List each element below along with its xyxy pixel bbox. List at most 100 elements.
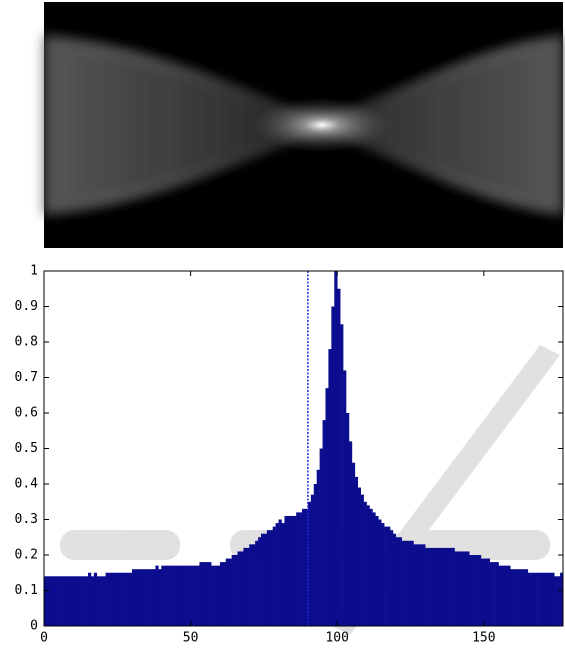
bar <box>413 544 417 626</box>
bar <box>64 576 68 626</box>
bar <box>67 576 71 626</box>
bar <box>331 306 335 626</box>
bar <box>281 523 285 626</box>
bar <box>369 508 373 626</box>
bar <box>337 288 341 626</box>
bar <box>237 551 241 626</box>
bar <box>293 515 297 626</box>
bar <box>357 487 361 626</box>
y-tick-label: 0.2 <box>15 548 38 563</box>
bar <box>463 551 467 626</box>
bar <box>548 572 552 626</box>
bar <box>530 572 534 626</box>
bar <box>246 547 250 626</box>
bar <box>310 494 315 626</box>
bar <box>501 565 505 626</box>
bar <box>190 565 194 626</box>
bar <box>527 572 532 626</box>
bar <box>184 565 188 626</box>
bar <box>102 576 106 626</box>
bar <box>219 562 224 626</box>
bar <box>58 576 62 626</box>
bar <box>205 562 209 626</box>
bar <box>545 572 549 626</box>
bar <box>99 576 103 626</box>
bar <box>199 562 203 626</box>
bar <box>313 484 317 626</box>
bar <box>325 388 329 626</box>
bar <box>351 462 356 626</box>
bar <box>175 565 180 626</box>
bar <box>252 544 256 626</box>
bar <box>126 572 130 626</box>
bar <box>348 441 353 626</box>
bar <box>149 569 153 626</box>
bar <box>469 555 473 626</box>
bar <box>354 476 359 626</box>
y-tick-label: 1 <box>30 264 38 279</box>
bar <box>392 533 397 626</box>
bar <box>384 526 388 626</box>
bar <box>266 530 271 626</box>
y-tick-label: 0.8 <box>15 335 38 350</box>
y-tick-label: 0.9 <box>15 299 38 314</box>
bar <box>146 569 150 626</box>
x-tick-label: 50 <box>183 631 199 646</box>
bar <box>442 547 447 626</box>
bar <box>231 555 235 626</box>
bar <box>114 572 118 626</box>
bar <box>504 565 508 626</box>
bar <box>510 569 514 626</box>
bar <box>290 515 294 626</box>
bar <box>137 569 142 626</box>
bar <box>466 551 470 626</box>
bar <box>554 576 558 626</box>
bar <box>507 565 511 626</box>
bar <box>120 572 124 626</box>
bar <box>419 544 423 626</box>
bar <box>158 569 162 626</box>
bar <box>208 562 212 626</box>
bar <box>178 565 183 626</box>
bar <box>117 572 121 626</box>
bar <box>225 558 230 626</box>
bar <box>410 540 414 626</box>
bar <box>445 547 449 626</box>
bar <box>70 576 74 626</box>
bar <box>170 565 174 626</box>
bar <box>539 572 543 626</box>
bar <box>404 540 408 626</box>
bar <box>76 576 80 626</box>
bar <box>492 562 496 626</box>
bar <box>343 370 347 626</box>
bar <box>193 565 197 626</box>
y-tick-label: 0.4 <box>15 477 39 492</box>
bar <box>489 562 493 626</box>
bar <box>61 576 65 626</box>
bar <box>131 569 136 626</box>
bar <box>475 555 479 626</box>
bar <box>521 569 526 626</box>
bar <box>416 544 420 626</box>
bar <box>214 565 218 626</box>
bar <box>378 519 382 626</box>
bar <box>140 569 144 626</box>
bar <box>263 533 268 626</box>
bar <box>55 576 59 626</box>
bar <box>234 555 238 626</box>
bar <box>495 562 499 626</box>
bar <box>536 572 540 626</box>
bar <box>398 537 403 626</box>
bar <box>448 547 452 626</box>
bar <box>243 547 247 626</box>
y-tick-label: 0.1 <box>15 583 38 598</box>
x-tick-label: 100 <box>325 631 348 646</box>
bar <box>480 558 485 626</box>
bar <box>451 547 455 626</box>
bar <box>304 508 309 626</box>
bar <box>49 576 54 626</box>
bar <box>284 515 288 626</box>
bar <box>422 544 426 626</box>
